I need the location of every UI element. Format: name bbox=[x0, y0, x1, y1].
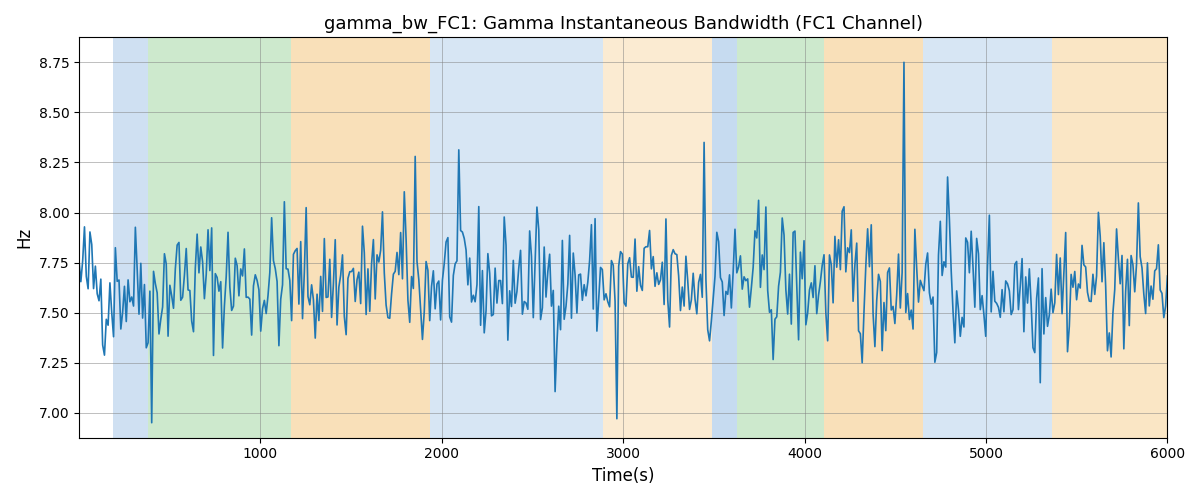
Bar bbox=[292, 38, 430, 438]
Y-axis label: Hz: Hz bbox=[14, 227, 32, 248]
Bar bbox=[148, 38, 292, 438]
X-axis label: Time(s): Time(s) bbox=[592, 467, 654, 485]
Bar bbox=[114, 38, 148, 438]
Bar bbox=[712, 38, 737, 438]
Title: gamma_bw_FC1: Gamma Instantaneous Bandwidth (FC1 Channel): gamma_bw_FC1: Gamma Instantaneous Bandwi… bbox=[324, 15, 923, 34]
Bar bbox=[823, 38, 923, 438]
Bar bbox=[1052, 38, 1168, 438]
Bar bbox=[604, 38, 712, 438]
Bar bbox=[923, 38, 1052, 438]
Bar bbox=[737, 38, 823, 438]
Bar bbox=[430, 38, 604, 438]
